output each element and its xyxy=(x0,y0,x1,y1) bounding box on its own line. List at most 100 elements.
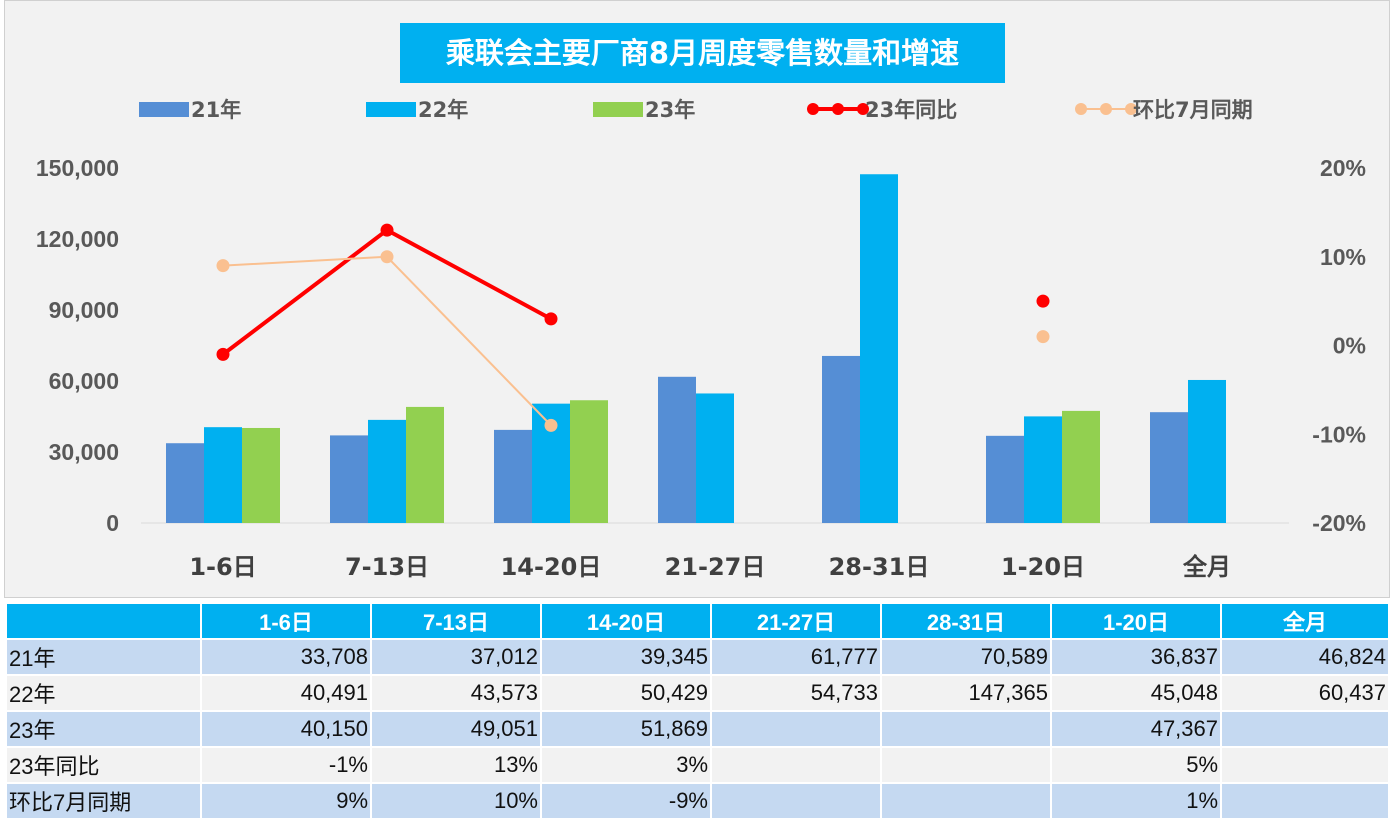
table-cell: 36,837 xyxy=(1050,638,1222,676)
point-23年同比-7-13日 xyxy=(380,223,394,237)
bar-22年-全月 xyxy=(1188,379,1226,523)
bar-22年-21-27日 xyxy=(696,393,734,523)
x-tick-label: 28-31日 xyxy=(829,553,930,581)
table-cell xyxy=(880,746,1052,784)
legend-marker-环比7月同期 xyxy=(1100,103,1112,115)
x-tick-label: 21-27日 xyxy=(665,553,766,581)
bar-23年-1-6日 xyxy=(242,427,280,523)
legend-label: 21年 xyxy=(191,98,241,122)
table-cell: 49,051 xyxy=(370,710,542,748)
table-cell: 10% xyxy=(370,782,542,820)
point-环比7月同期-1-20日 xyxy=(1036,330,1050,344)
y2-tick-label: 20% xyxy=(1320,155,1366,181)
bar-23年-14-20日 xyxy=(570,400,608,523)
y-tick-label: 60,000 xyxy=(49,368,119,394)
x-tick-label: 1-6日 xyxy=(189,553,256,581)
y-tick-label: 0 xyxy=(106,510,119,536)
table-cell: 70,589 xyxy=(880,638,1052,676)
y2-tick-label: 10% xyxy=(1320,244,1366,270)
table-cell: 39,345 xyxy=(540,638,712,676)
table-cell: 60,437 xyxy=(1220,674,1390,712)
bar-22年-28-31日 xyxy=(860,174,898,524)
table-cell xyxy=(1220,746,1390,784)
table-cell: 9% xyxy=(200,782,372,820)
table-header-cell: 1-20日 xyxy=(1050,602,1222,640)
table-header-row: 1-6日 7-13日 14-20日 21-27日 28-31日 1-20日 全月 xyxy=(5,602,1390,640)
data-table: 1-6日 7-13日 14-20日 21-27日 28-31日 1-20日 全月 21年 33,… xyxy=(5,602,1390,820)
table-cell xyxy=(1220,782,1390,820)
table-cell xyxy=(880,782,1052,820)
table-cell: 40,150 xyxy=(200,710,372,748)
x-tick-label: 1-20日 xyxy=(1001,553,1085,581)
line-23年同比 xyxy=(221,227,552,356)
row-label: 22年 xyxy=(5,674,202,712)
chart-title: 乘联会主要厂商8月周度零售数量和增速 xyxy=(400,23,1005,83)
table-cell xyxy=(710,746,882,784)
y-tick-label: 90,000 xyxy=(49,297,119,323)
table-cell: 54,733 xyxy=(710,674,882,712)
table-header-cell: 1-6日 xyxy=(200,602,372,640)
table-header-cell: 7-13日 xyxy=(370,602,542,640)
point-环比7月同期-7-13日 xyxy=(380,250,394,264)
legend-swatch-21年 xyxy=(139,102,189,117)
chart-area: 0 30,000 60,000 90,000 120,000 150,000 -20% -10… xyxy=(4,0,1390,598)
y2-tick-label: -10% xyxy=(1312,421,1366,447)
table-cell: 47,367 xyxy=(1050,710,1222,748)
table-row: 环比7月同期 9% 10% -9% 1% xyxy=(5,782,1390,820)
legend-marker-环比7月同期 xyxy=(1075,103,1087,115)
legend-label: 23年同比 xyxy=(865,98,957,122)
table-cell xyxy=(710,710,882,748)
table-cell: 46,824 xyxy=(1220,638,1390,676)
table-cell: 1% xyxy=(1050,782,1222,820)
legend-label: 22年 xyxy=(418,98,468,122)
table-header-cell: 28-31日 xyxy=(880,602,1052,640)
table-header-cell xyxy=(5,602,202,640)
point-23年同比-14-20日 xyxy=(544,312,558,326)
table-cell: 61,777 xyxy=(710,638,882,676)
table-cell: 13% xyxy=(370,746,542,784)
table-cell: 51,869 xyxy=(540,710,712,748)
table-cell: 33,708 xyxy=(200,638,372,676)
table-row: 21年 33,708 37,012 39,345 61,777 70,589 36,837 4… xyxy=(5,638,1390,676)
x-tick-label: 全月 xyxy=(1182,553,1231,581)
table-cell: -9% xyxy=(540,782,712,820)
table-cell xyxy=(710,782,882,820)
bar-21年-21-27日 xyxy=(658,376,696,523)
table-cell xyxy=(1220,710,1390,748)
bar-21年-28-31日 xyxy=(822,355,860,523)
y-tick-label: 30,000 xyxy=(49,439,119,465)
table-cell xyxy=(880,710,1052,748)
bar-21年-1-20日 xyxy=(986,435,1024,523)
legend-marker-23年同比 xyxy=(807,103,819,115)
y-tick-label: 120,000 xyxy=(36,226,119,252)
table-cell: 3% xyxy=(540,746,712,784)
bar-21年-全月 xyxy=(1150,412,1188,523)
row-label: 23年同比 xyxy=(5,746,202,784)
legend-swatch-23年 xyxy=(593,102,643,117)
table-header-cell: 全月 xyxy=(1220,602,1390,640)
table-header-cell: 14-20日 xyxy=(540,602,712,640)
point-23年同比-1-20日 xyxy=(1036,294,1050,308)
legend-swatch-22年 xyxy=(366,102,416,117)
row-label: 23年 xyxy=(5,710,202,748)
point-23年同比-1-6日 xyxy=(216,347,230,361)
table-cell: -1% xyxy=(200,746,372,784)
table-cell: 50,429 xyxy=(540,674,712,712)
point-环比7月同期-14-20日 xyxy=(544,418,558,432)
point-环比7月同期-1-6日 xyxy=(216,259,230,273)
legend-marker-23年同比 xyxy=(832,103,844,115)
table-row: 23年同比 -1% 13% 3% 5% xyxy=(5,746,1390,784)
table-cell: 147,365 xyxy=(880,674,1052,712)
row-label: 环比7月同期 xyxy=(5,782,202,820)
y2-tick-label: 0% xyxy=(1333,333,1366,359)
combo-chart: 0 30,000 60,000 90,000 120,000 150,000 -20% -10… xyxy=(36,98,1366,581)
line-环比7月同期 xyxy=(222,255,552,427)
bar-22年-1-6日 xyxy=(204,427,242,523)
bar-22年-1-20日 xyxy=(1024,416,1062,523)
bar-23年-1-20日 xyxy=(1062,410,1100,523)
y2-tick-label: -20% xyxy=(1312,510,1366,536)
table-cell: 37,012 xyxy=(370,638,542,676)
x-tick-label: 14-20日 xyxy=(501,553,602,581)
table-cell: 5% xyxy=(1050,746,1222,784)
legend-marker-环比7月同期 xyxy=(1125,103,1137,115)
